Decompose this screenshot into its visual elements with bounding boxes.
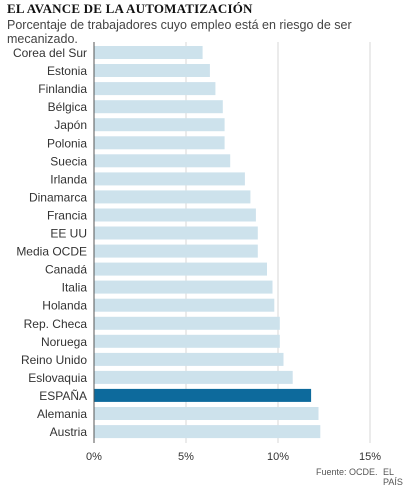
x-tick-label: 0%	[86, 451, 102, 463]
bar	[94, 208, 256, 222]
x-tick-label: 15%	[359, 451, 381, 463]
bar	[94, 316, 280, 330]
bar	[94, 172, 245, 186]
bar	[94, 262, 267, 276]
category-label: Estonia	[47, 64, 87, 78]
bar	[94, 136, 225, 150]
bar	[94, 118, 225, 132]
category-label: Canadá	[45, 263, 87, 277]
category-label: Eslovaquia	[28, 371, 87, 385]
category-label: Polonia	[47, 136, 87, 150]
bar	[94, 82, 216, 96]
category-label: Finlandia	[38, 82, 87, 96]
category-label: Italia	[62, 281, 88, 295]
category-label: Corea del Sur	[13, 46, 87, 60]
category-label: Noruega	[41, 335, 87, 349]
brand-label: EL PAÍS	[383, 467, 403, 487]
category-label: Reino Unido	[21, 353, 87, 367]
category-label: Media OCDE	[16, 245, 87, 259]
x-tick-label: 10%	[267, 451, 289, 463]
category-label: Bélgica	[48, 100, 88, 114]
bar	[94, 190, 251, 204]
category-label: Austria	[50, 425, 88, 439]
category-label: Irlanda	[50, 172, 87, 186]
bar	[94, 370, 293, 384]
category-label: Rep. Checa	[24, 317, 88, 331]
bar	[94, 388, 312, 402]
bar	[94, 154, 231, 168]
category-label: Suecia	[50, 154, 87, 168]
category-label: EE UU	[50, 227, 87, 241]
category-label: Holanda	[42, 299, 87, 313]
category-label: Alemania	[37, 407, 87, 421]
category-label: Japón	[54, 118, 87, 132]
source-note: Fuente: OCDE.	[316, 467, 378, 477]
bar	[94, 226, 258, 240]
x-tick-label: 5%	[178, 451, 194, 463]
bar	[94, 334, 280, 348]
category-label: ESPAÑA	[39, 389, 87, 403]
bar	[94, 280, 273, 294]
chart-title: EL AVANCE DE LA AUTOMATIZACIÓN	[7, 1, 253, 16]
bar	[94, 352, 284, 366]
bar	[94, 425, 321, 439]
bar	[94, 100, 223, 114]
bar	[94, 244, 258, 258]
bar	[94, 46, 203, 59]
bar	[94, 298, 275, 312]
bar	[94, 407, 319, 420]
bar	[94, 64, 210, 77]
category-label: Francia	[47, 209, 87, 223]
category-label: Dinamarca	[29, 190, 87, 204]
chart-subtitle: Porcentaje de trabajadores cuyo empleo e…	[7, 18, 352, 46]
